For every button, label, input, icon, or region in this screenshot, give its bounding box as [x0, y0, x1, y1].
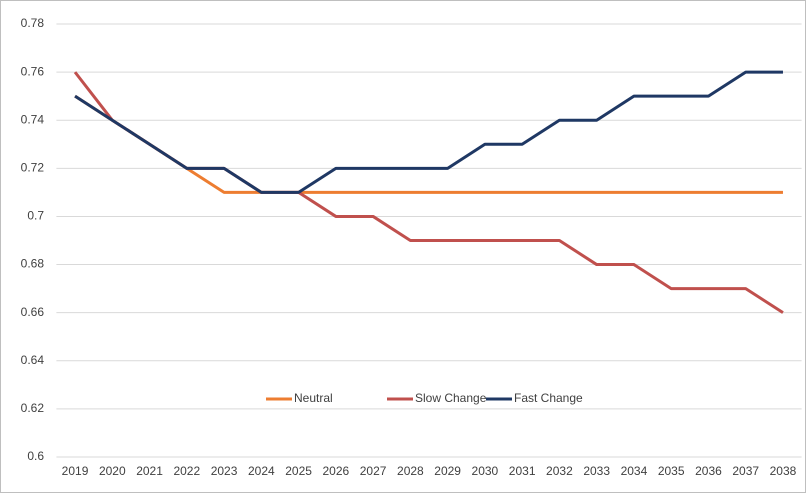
x-tick-label: 2031 [509, 464, 536, 478]
x-tick-label: 2022 [173, 464, 200, 478]
x-tick-label: 2029 [434, 464, 461, 478]
x-tick-label: 2025 [285, 464, 312, 478]
x-tick-label: 2032 [546, 464, 573, 478]
y-tick-label: 0.66 [21, 305, 45, 319]
x-tick-label: 2033 [583, 464, 610, 478]
y-tick-label: 0.64 [21, 353, 45, 367]
y-tick-label: 0.7 [27, 209, 44, 223]
x-tick-label: 2037 [732, 464, 759, 478]
series-line [74, 70, 783, 194]
y-tick-label: 0.68 [21, 257, 45, 271]
y-tick-label: 0.74 [21, 112, 45, 126]
legend-label: Fast Change [514, 391, 583, 405]
x-tick-label: 2030 [472, 464, 499, 478]
x-tick-label: 2028 [397, 464, 424, 478]
y-tick-label: 0.6 [27, 449, 44, 463]
series-line [74, 94, 783, 194]
legend-label: Neutral [294, 391, 333, 405]
x-tick-label: 2035 [658, 464, 685, 478]
y-tick-label: 0.78 [21, 16, 45, 30]
legend-label: Slow Change [415, 391, 487, 405]
x-tick-label: 2021 [136, 464, 163, 478]
x-tick-label: 2036 [695, 464, 722, 478]
x-tick-label: 2019 [62, 464, 89, 478]
x-tick-label: 2020 [99, 464, 126, 478]
x-tick-label: 2023 [211, 464, 238, 478]
x-tick-label: 2027 [360, 464, 387, 478]
x-tick-label: 2038 [770, 464, 797, 478]
x-tick-label: 2034 [621, 464, 648, 478]
y-tick-label: 0.72 [21, 161, 45, 175]
x-tick-label: 2026 [322, 464, 349, 478]
y-tick-label: 0.62 [21, 401, 45, 415]
x-tick-label: 2024 [248, 464, 275, 478]
y-tick-label: 0.76 [21, 64, 45, 78]
